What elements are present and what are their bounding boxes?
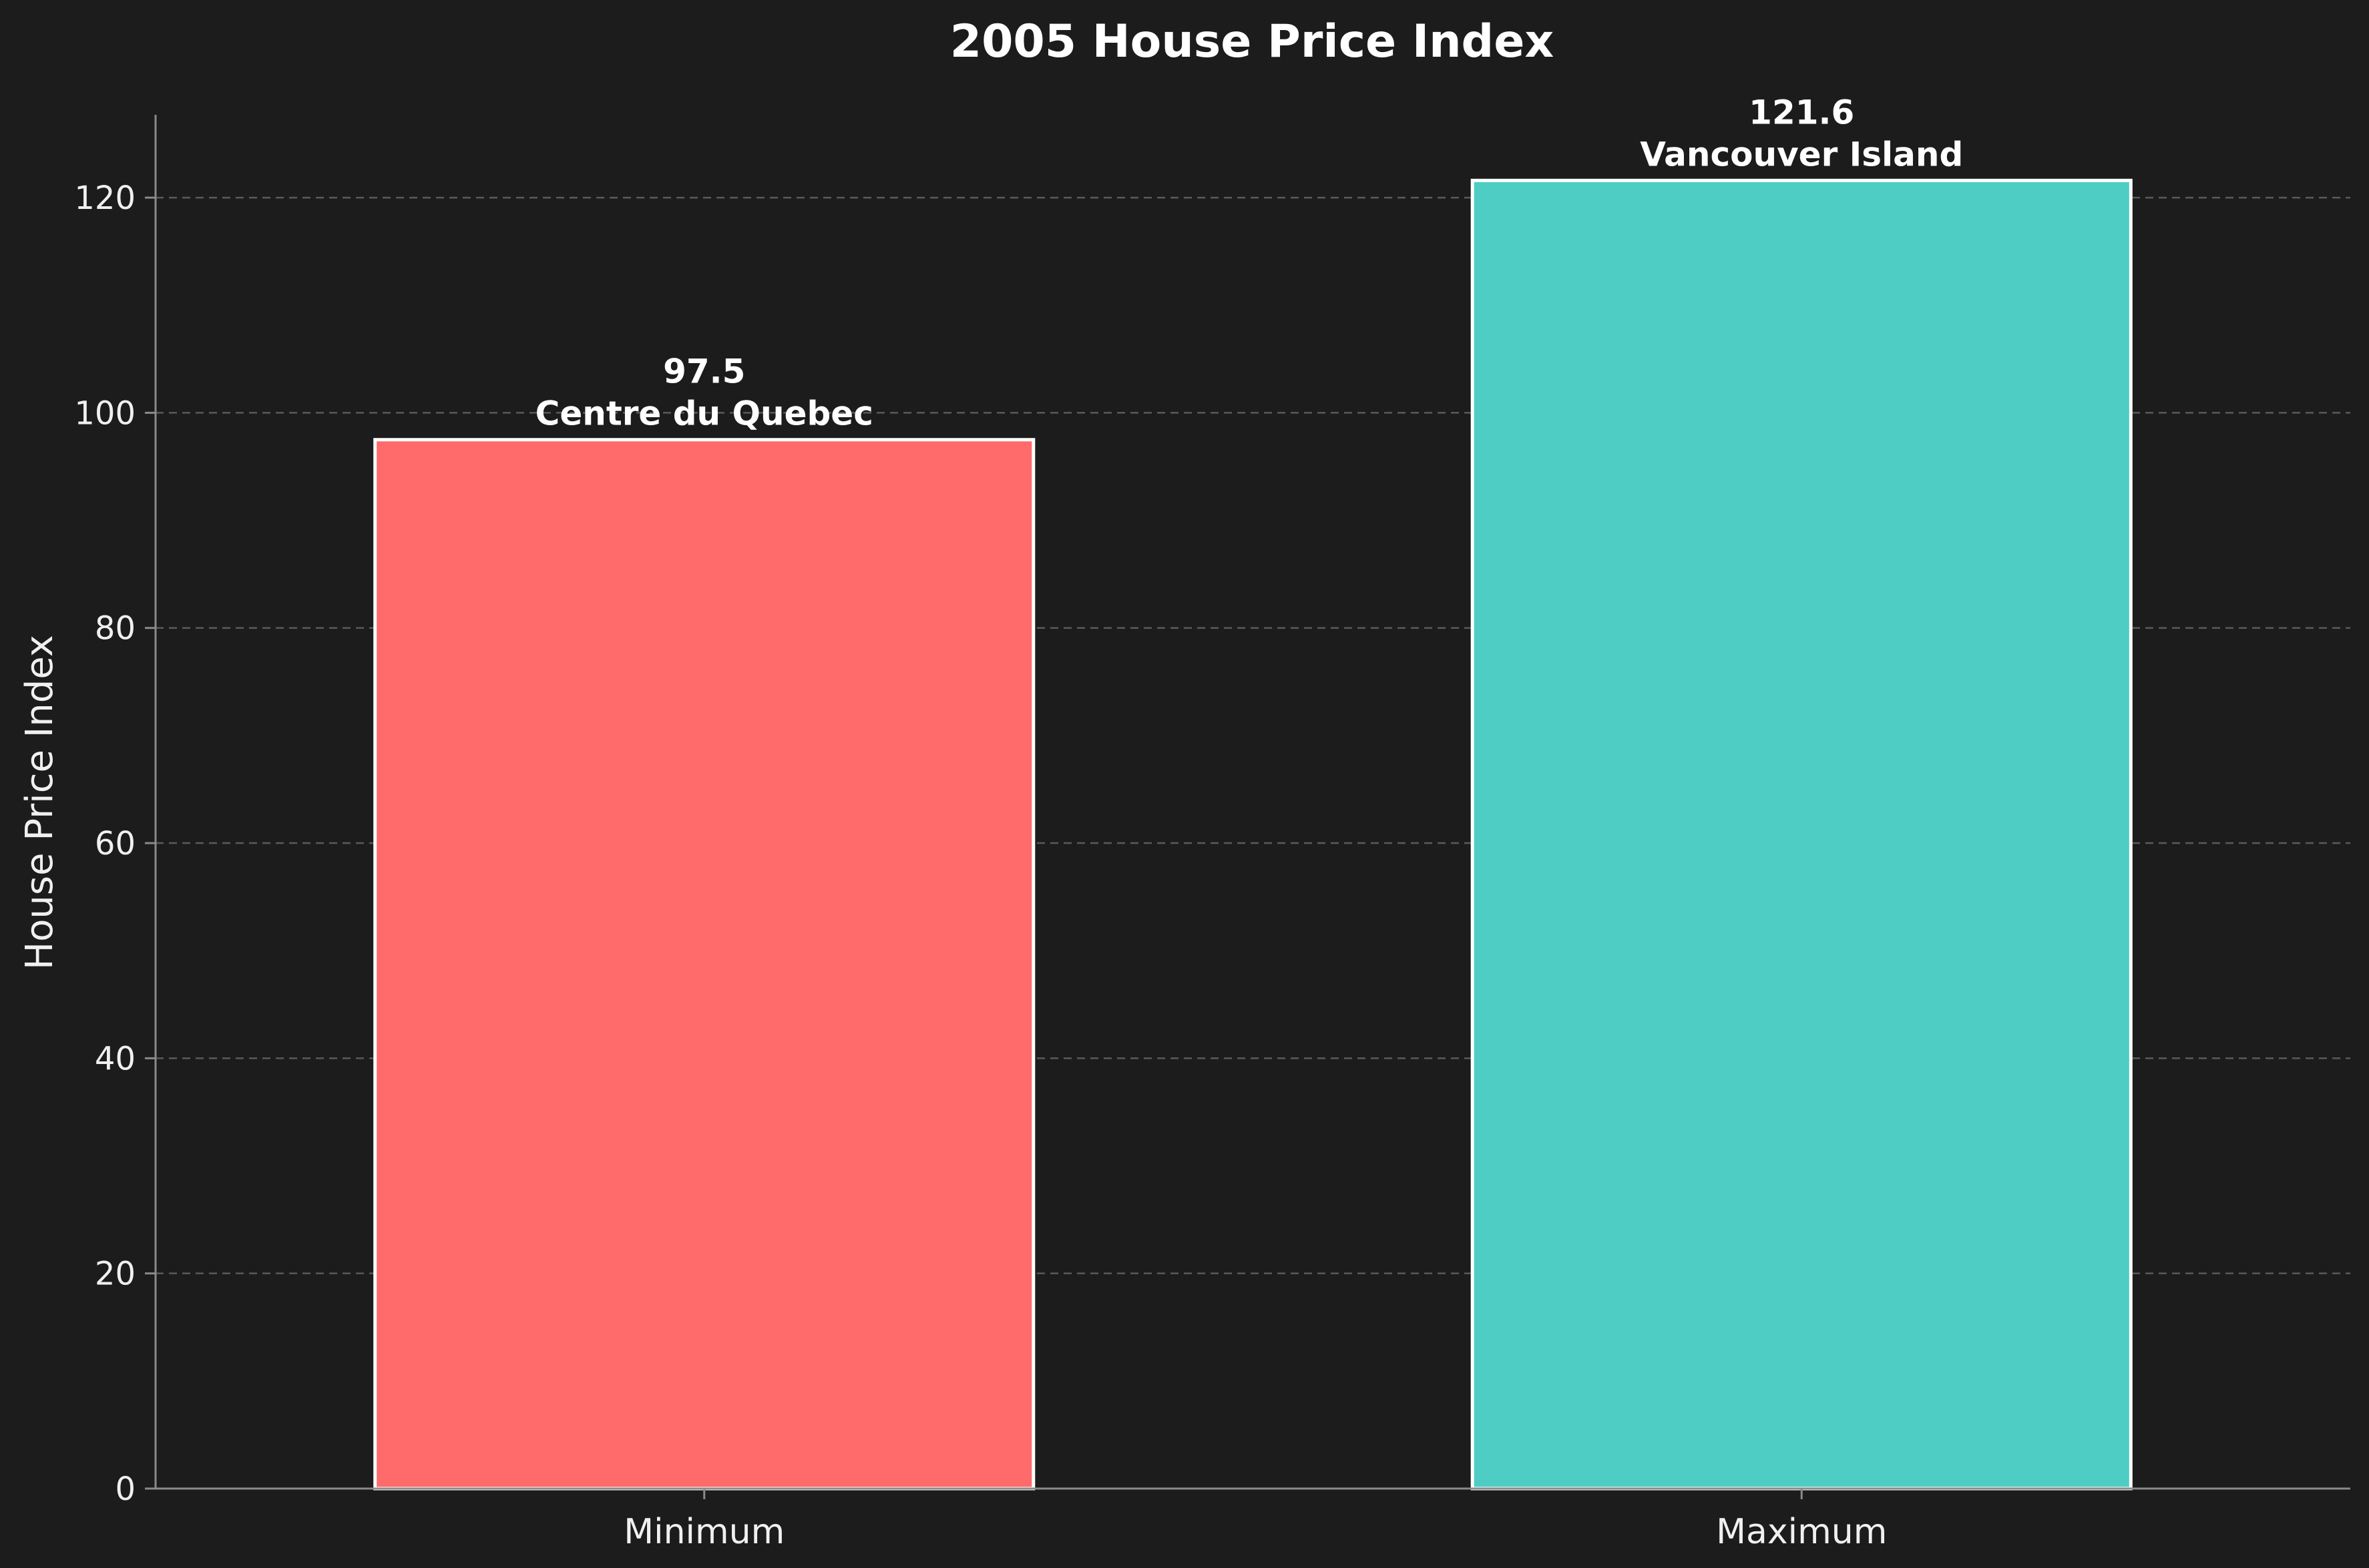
x-ticks: Minimum Maximum — [624, 1489, 1887, 1552]
axes — [154, 115, 2350, 1490]
y-ticks: 0 20 40 60 80 100 120 — [74, 180, 156, 1508]
y-tick-label-60: 60 — [95, 825, 136, 862]
y-tick-label-100: 100 — [74, 395, 136, 432]
y-axis-label: House Price Index — [18, 635, 61, 970]
y-tick-label-80: 80 — [95, 610, 136, 647]
y-tick-label-20: 20 — [95, 1256, 136, 1293]
y-tick-label-0: 0 — [115, 1471, 136, 1508]
bar-region-label-minimum: Centre du Quebec — [535, 395, 873, 433]
bar-maximum — [1470, 178, 2133, 1491]
bar-minimum — [373, 438, 1036, 1491]
y-tick-label-120: 120 — [74, 180, 136, 217]
x-tick-label-maximum: Maximum — [1716, 1512, 1887, 1552]
bar-region-label-maximum: Vancouver Island — [1640, 135, 1963, 174]
bar-value-label-minimum: 97.5 — [663, 352, 745, 391]
x-tick-label-minimum: Minimum — [624, 1512, 785, 1552]
chart-title: 2005 House Price Index — [950, 15, 1554, 68]
bars — [373, 178, 2133, 1491]
bar-value-label-maximum: 121.6 — [1749, 93, 1854, 132]
y-tick-label-40: 40 — [95, 1040, 136, 1077]
